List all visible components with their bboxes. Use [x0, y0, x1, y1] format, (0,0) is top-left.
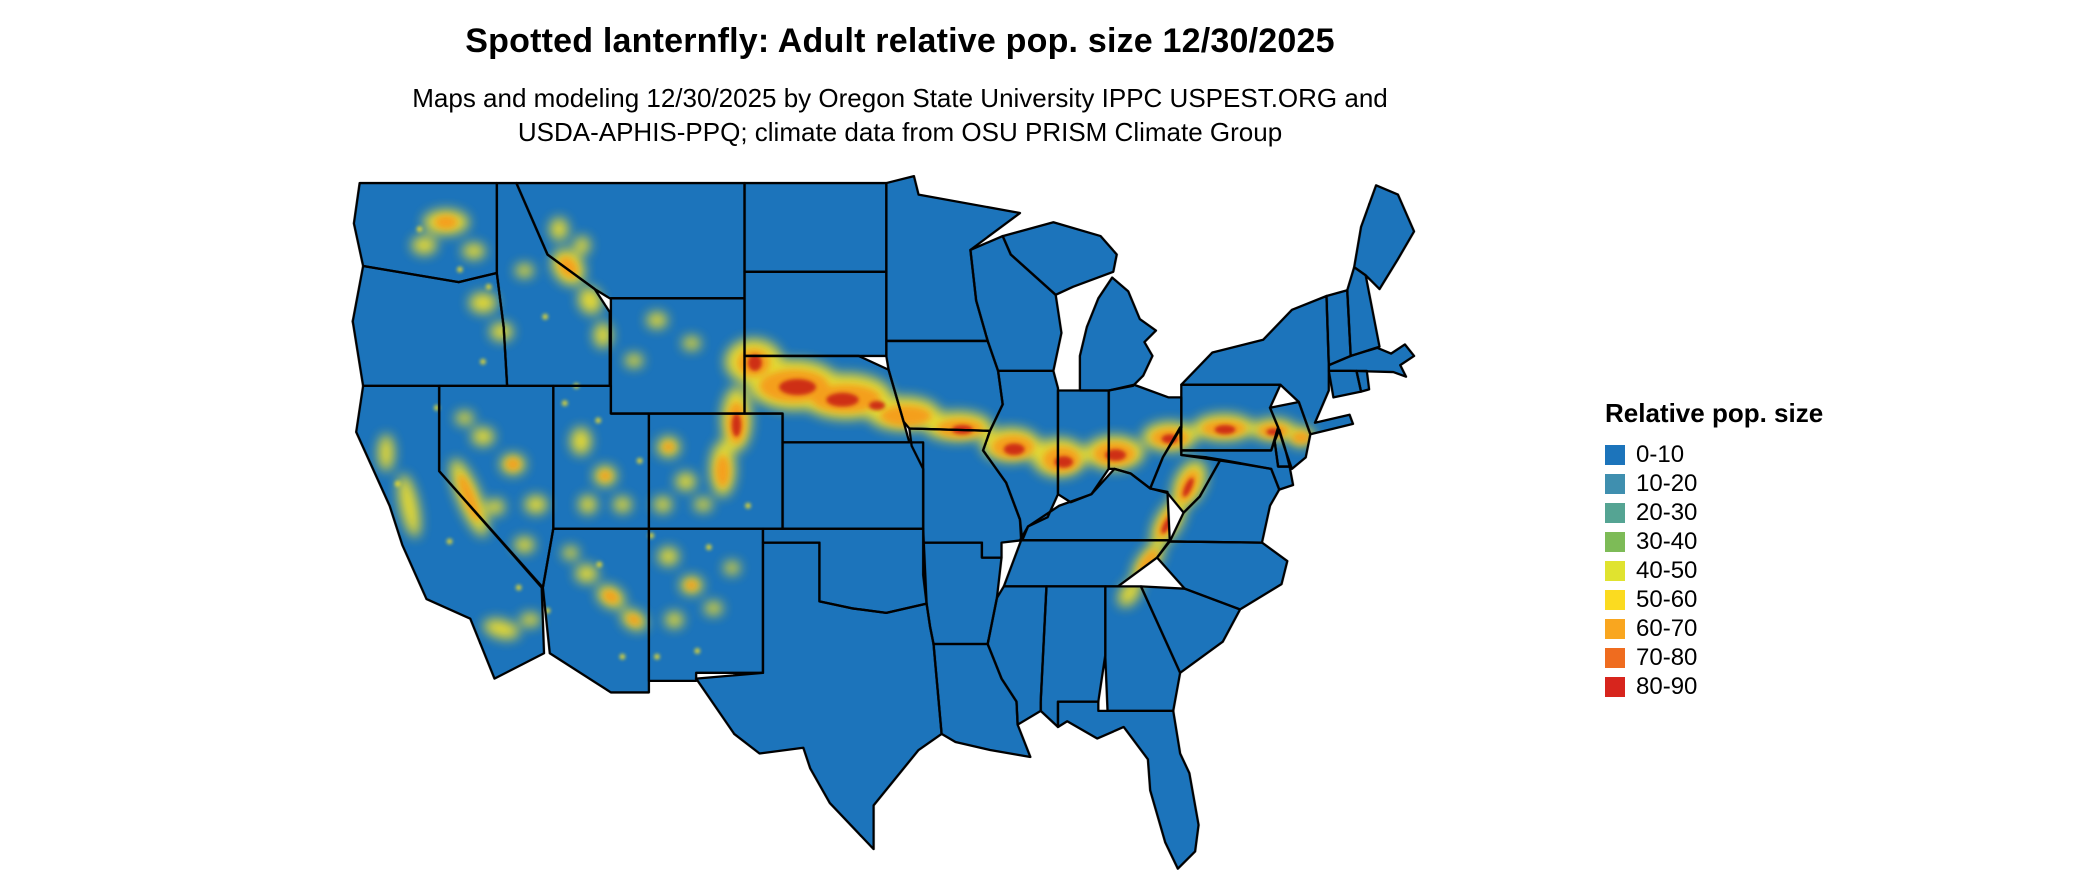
legend-swatch	[1605, 474, 1625, 494]
legend-swatch	[1605, 590, 1625, 610]
legend-swatch	[1605, 619, 1625, 639]
legend-swatch	[1605, 532, 1625, 552]
legend-item: 30-40	[1605, 530, 1823, 554]
legend-item: 70-80	[1605, 646, 1823, 670]
legend-item: 10-20	[1605, 472, 1823, 496]
subtitle-line-1: Maps and modeling 12/30/2025 by Oregon S…	[412, 83, 1388, 113]
hotspot-red-layer	[731, 354, 1281, 534]
legend-label: 80-90	[1636, 673, 1698, 700]
legend-item: 60-70	[1605, 617, 1823, 641]
legend-swatch	[1605, 677, 1625, 697]
legend-label: 0-10	[1636, 441, 1685, 468]
subtitle-line-2: USDA-APHIS-PPQ; climate data from OSU PR…	[517, 116, 1283, 147]
us-landmass	[352, 176, 1415, 869]
population-hotspots	[378, 209, 1315, 660]
legend-item: 50-60	[1605, 588, 1823, 612]
legend-swatch	[1605, 503, 1625, 523]
legend-label: 60-70	[1636, 615, 1698, 642]
map-subtitle: Maps and modeling 12/30/2025 by Oregon S…	[0, 82, 1800, 150]
legend-label: 50-60	[1636, 586, 1698, 613]
us-population-map	[351, 174, 1416, 870]
legend-label: 70-80	[1636, 644, 1698, 671]
map-title: Spotted lanternfly: Adult relative pop. …	[465, 22, 1335, 60]
legend-title: Relative pop. size	[1605, 398, 1824, 428]
legend-swatch	[1605, 648, 1625, 668]
legend-label: 30-40	[1636, 528, 1698, 555]
legend: Relative pop. size 0-10 10-20 20-30 30-4…	[1605, 398, 1823, 704]
legend-label: 40-50	[1636, 557, 1698, 584]
legend-item: 80-90	[1605, 675, 1823, 699]
legend-label: 10-20	[1636, 470, 1698, 497]
legend-item: 40-50	[1605, 559, 1823, 583]
legend-label: 20-30	[1636, 499, 1698, 526]
legend-swatch	[1605, 561, 1625, 581]
us-map-figure	[310, 160, 1428, 886]
legend-item: 0-10	[1605, 443, 1823, 467]
legend-item: 20-30	[1605, 501, 1823, 525]
legend-swatch	[1605, 445, 1625, 465]
